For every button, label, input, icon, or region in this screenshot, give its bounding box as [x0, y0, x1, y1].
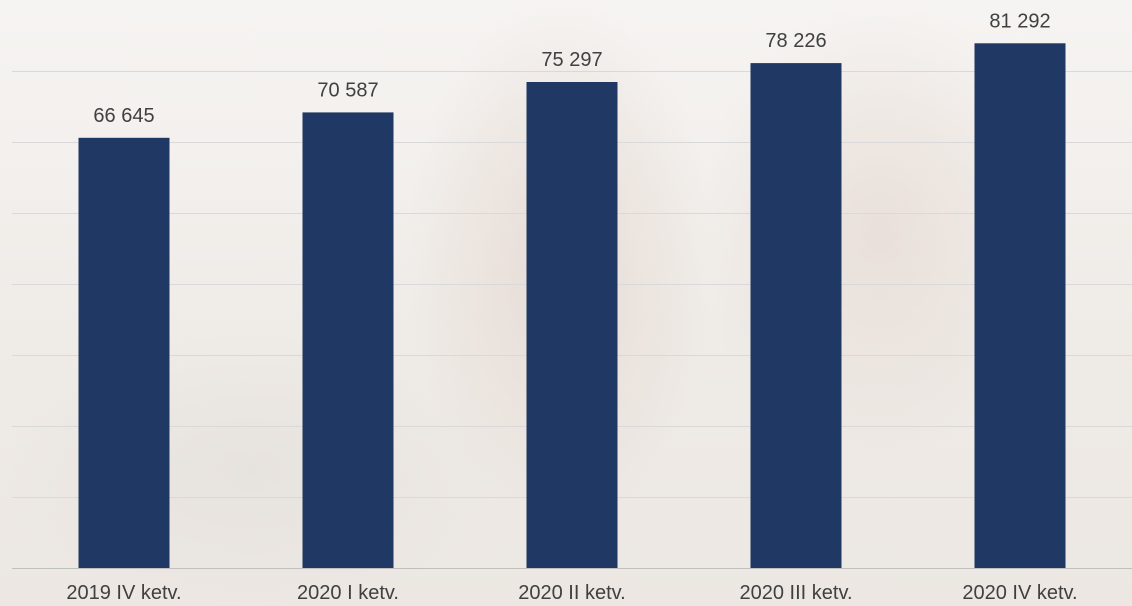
- data-label: 66 645: [93, 105, 154, 127]
- category-label: 2019 IV ketv.: [66, 582, 181, 604]
- category-label: 2020 IV ketv.: [962, 582, 1077, 604]
- bar: [78, 137, 170, 569]
- bar: [750, 63, 842, 568]
- data-label: 75 297: [541, 49, 602, 71]
- data-label: 78 226: [765, 30, 826, 52]
- bar: [974, 43, 1066, 569]
- value-labels: 66 645 70 587 75 297 78 226 81 292: [93, 10, 1050, 127]
- category-label: 2020 II ketv.: [518, 582, 625, 604]
- category-label: 2020 I ketv.: [297, 582, 399, 604]
- data-label: 70 587: [317, 79, 378, 101]
- category-labels: 2019 IV ketv. 2020 I ketv. 2020 II ketv. 20…: [66, 582, 1077, 604]
- data-label: 81 292: [989, 10, 1050, 32]
- category-label: 2020 III ketv.: [739, 582, 852, 604]
- bars: [78, 43, 1066, 569]
- bar: [302, 112, 394, 569]
- bar: [526, 82, 618, 568]
